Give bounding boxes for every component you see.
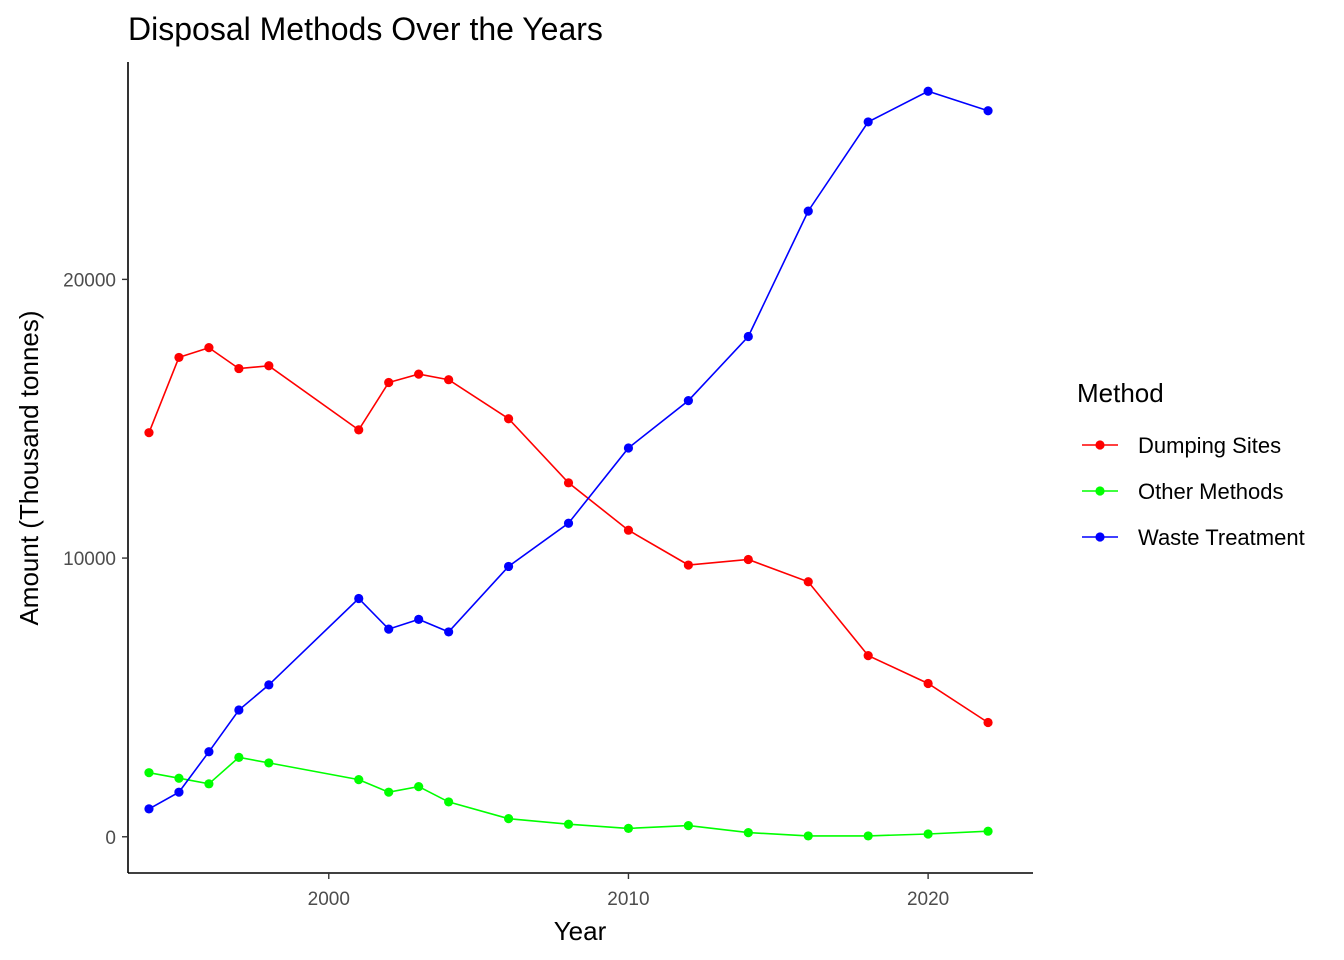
data-point-dumping-sites	[623, 525, 634, 535]
data-point-dumping-sites	[414, 369, 424, 379]
legend-key-point	[1095, 486, 1105, 496]
x-tick-label: 2010	[607, 889, 649, 910]
data-point-dumping-sites	[563, 478, 574, 488]
data-point-other-methods	[503, 814, 514, 824]
series-line-other-methods	[148, 756, 989, 837]
data-point-dumping-sites	[354, 425, 364, 435]
data-point-waste-treatment	[204, 747, 214, 757]
data-point-waste-treatment	[923, 86, 933, 96]
data-point-waste-treatment	[174, 787, 184, 797]
data-point-other-methods	[414, 782, 424, 792]
data-point-waste-treatment	[144, 804, 154, 814]
data-point-dumping-sites	[234, 363, 244, 374]
data-point-dumping-sites	[983, 717, 993, 728]
data-point-other-methods	[144, 768, 154, 778]
series-layer	[144, 86, 993, 841]
data-point-other-methods	[923, 829, 933, 839]
legend-item-waste-treatment: Waste Treatment	[1082, 525, 1305, 550]
data-point-dumping-sites	[683, 560, 693, 570]
data-point-dumping-sites	[204, 343, 214, 353]
data-point-waste-treatment	[264, 680, 274, 690]
data-point-waste-treatment	[743, 331, 753, 342]
legend-label: Other Methods	[1138, 479, 1284, 504]
y-axis-title: Amount (Thousand tonnes)	[14, 310, 44, 625]
y-tick-label: 20000	[63, 270, 116, 291]
data-point-other-methods	[743, 827, 753, 838]
data-point-other-methods	[623, 823, 634, 834]
data-point-other-methods	[803, 831, 813, 841]
data-point-waste-treatment	[623, 443, 634, 453]
data-point-waste-treatment	[354, 593, 364, 604]
data-point-dumping-sites	[863, 651, 873, 661]
y-tick-label: 10000	[63, 549, 116, 570]
legend-item-other-methods: Other Methods	[1082, 479, 1284, 504]
legend-item-dumping-sites: Dumping Sites	[1082, 433, 1281, 458]
data-point-waste-treatment	[234, 705, 244, 715]
data-point-other-methods	[444, 797, 454, 807]
series-waste-treatment	[144, 86, 993, 814]
legend: Method Dumping Sites Other Methods Waste T…	[1077, 378, 1305, 550]
data-point-dumping-sites	[743, 554, 753, 565]
data-point-dumping-sites	[264, 361, 274, 371]
y-axis-ticks: 0 10000 20000	[63, 270, 128, 849]
data-point-waste-treatment	[803, 206, 813, 216]
data-point-waste-treatment	[563, 518, 574, 528]
chart-title: Disposal Methods Over the Years	[128, 11, 603, 47]
data-point-dumping-sites	[174, 352, 184, 363]
data-point-other-methods	[384, 787, 394, 797]
data-point-other-methods	[863, 831, 873, 841]
y-tick-label: 0	[105, 828, 116, 849]
x-tick-label: 2020	[907, 889, 949, 910]
legend-key-point	[1095, 440, 1105, 450]
data-point-other-methods	[234, 752, 244, 762]
data-point-other-methods	[983, 826, 993, 836]
data-point-waste-treatment	[503, 561, 514, 572]
data-point-dumping-sites	[144, 428, 154, 438]
data-point-other-methods	[264, 758, 274, 768]
x-axis-title: Year	[554, 916, 607, 946]
data-point-other-methods	[354, 775, 364, 785]
data-point-other-methods	[683, 821, 693, 831]
series-line-dumping-sites	[148, 346, 989, 724]
legend-label: Dumping Sites	[1138, 433, 1281, 458]
data-point-waste-treatment	[863, 117, 873, 127]
data-point-waste-treatment	[444, 627, 454, 637]
data-point-waste-treatment	[384, 624, 394, 634]
data-point-other-methods	[174, 773, 184, 783]
data-point-other-methods	[204, 779, 214, 789]
data-point-waste-treatment	[983, 106, 993, 116]
data-point-waste-treatment	[414, 614, 424, 624]
legend-label: Waste Treatment	[1138, 525, 1305, 550]
data-point-dumping-sites	[923, 678, 933, 689]
legend-title: Method	[1077, 378, 1164, 408]
legend-items: Dumping Sites Other Methods Waste Treatmen…	[1082, 433, 1305, 550]
data-point-dumping-sites	[503, 414, 514, 424]
series-dumping-sites	[144, 343, 993, 728]
data-point-dumping-sites	[803, 577, 813, 587]
series-other-methods	[144, 752, 993, 841]
legend-key-point	[1095, 532, 1105, 542]
x-tick-label: 2000	[308, 889, 350, 910]
data-point-dumping-sites	[384, 377, 394, 388]
series-line-waste-treatment	[148, 90, 989, 810]
data-point-waste-treatment	[683, 396, 693, 406]
data-point-dumping-sites	[444, 375, 454, 385]
data-point-other-methods	[563, 819, 574, 829]
plot-area: 2000 2010 2020 0 10000 20000	[63, 62, 1033, 910]
x-axis-ticks: 2000 2010 2020	[308, 873, 949, 910]
